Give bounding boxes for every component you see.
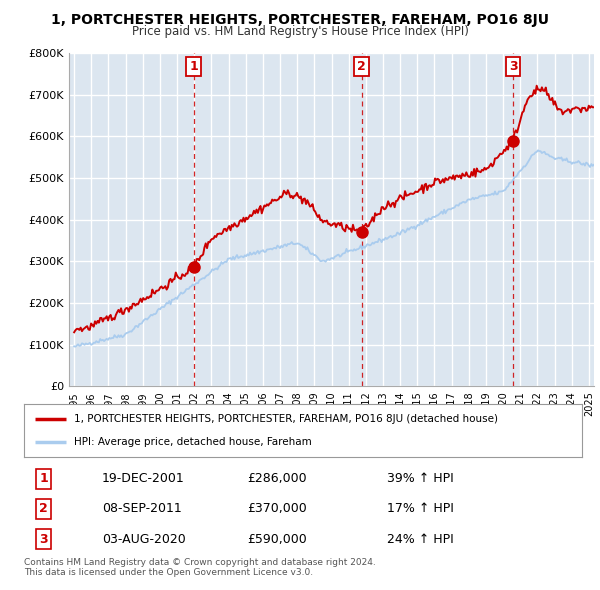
- Text: £286,000: £286,000: [247, 472, 307, 485]
- Text: 2: 2: [357, 60, 366, 73]
- Text: 08-SEP-2011: 08-SEP-2011: [102, 502, 182, 516]
- Text: 24% ↑ HPI: 24% ↑ HPI: [387, 533, 454, 546]
- Text: 39% ↑ HPI: 39% ↑ HPI: [387, 472, 454, 485]
- Text: 1: 1: [189, 60, 198, 73]
- Text: Contains HM Land Registry data © Crown copyright and database right 2024.
This d: Contains HM Land Registry data © Crown c…: [24, 558, 376, 577]
- Text: 2: 2: [39, 502, 48, 516]
- Text: 3: 3: [39, 533, 48, 546]
- Text: £370,000: £370,000: [247, 502, 307, 516]
- Text: 17% ↑ HPI: 17% ↑ HPI: [387, 502, 454, 516]
- Text: Price paid vs. HM Land Registry's House Price Index (HPI): Price paid vs. HM Land Registry's House …: [131, 25, 469, 38]
- Text: 03-AUG-2020: 03-AUG-2020: [102, 533, 186, 546]
- Text: 1: 1: [39, 472, 48, 485]
- Text: 1, PORTCHESTER HEIGHTS, PORTCHESTER, FAREHAM, PO16 8JU: 1, PORTCHESTER HEIGHTS, PORTCHESTER, FAR…: [51, 13, 549, 27]
- Text: 19-DEC-2001: 19-DEC-2001: [102, 472, 185, 485]
- Text: 3: 3: [509, 60, 517, 73]
- Text: £590,000: £590,000: [247, 533, 307, 546]
- Text: HPI: Average price, detached house, Fareham: HPI: Average price, detached house, Fare…: [74, 437, 312, 447]
- Text: 1, PORTCHESTER HEIGHTS, PORTCHESTER, FAREHAM, PO16 8JU (detached house): 1, PORTCHESTER HEIGHTS, PORTCHESTER, FAR…: [74, 414, 498, 424]
